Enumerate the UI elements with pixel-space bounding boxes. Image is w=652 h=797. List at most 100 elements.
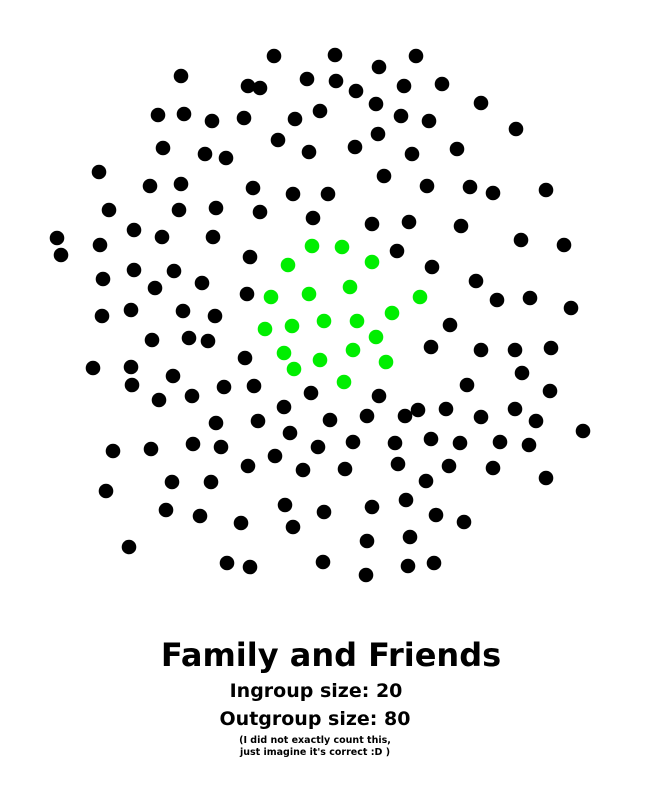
outgroup-dot — [508, 121, 524, 137]
outgroup-dot — [49, 230, 65, 246]
outgroup-dot — [285, 186, 301, 202]
outgroup-dot — [418, 473, 434, 489]
ingroup-dot — [280, 257, 296, 273]
outgroup-dot — [299, 71, 315, 87]
outgroup-dot — [359, 408, 375, 424]
ingroup-dot — [345, 342, 361, 358]
outgroup-dot — [404, 146, 420, 162]
outgroup-dot — [207, 308, 223, 324]
ingroup-dot — [384, 305, 400, 321]
outgroup-dot — [218, 150, 234, 166]
outgroup-dot — [485, 185, 501, 201]
outgroup-dot — [144, 332, 160, 348]
outgroup-dot — [408, 48, 424, 64]
outgroup-dot — [123, 302, 139, 318]
outgroup-dot — [575, 423, 591, 439]
outgroup-dot — [219, 555, 235, 571]
outgroup-dot — [473, 95, 489, 111]
outgroup-dot — [158, 502, 174, 518]
outgroup-dot — [428, 507, 444, 523]
ingroup-dot — [368, 329, 384, 345]
outgroup-dot — [239, 286, 255, 302]
outgroup-dot — [423, 339, 439, 355]
ingroup-dot — [263, 289, 279, 305]
outgroup-dot — [401, 214, 417, 230]
outgroup-dot — [181, 330, 197, 346]
outgroup-dot — [348, 83, 364, 99]
outgroup-dot — [312, 103, 328, 119]
outgroup-dot — [287, 111, 303, 127]
outgroup-dot — [166, 263, 182, 279]
outgroup-dot — [320, 186, 336, 202]
outgroup-dot — [204, 113, 220, 129]
outgroup-dot — [359, 533, 375, 549]
outgroup-dot — [194, 275, 210, 291]
outgroup-dot — [358, 567, 374, 583]
ingroup-dot — [334, 239, 350, 255]
outgroup-dot — [197, 146, 213, 162]
outgroup-dot — [347, 139, 363, 155]
outgroup-dot — [456, 514, 472, 530]
outgroup-dot — [192, 508, 208, 524]
outgroup-dot — [542, 383, 558, 399]
outgroup-dot — [328, 73, 344, 89]
outgroup-dot — [371, 59, 387, 75]
outgroup-dot — [426, 555, 442, 571]
outgroup-dot — [485, 460, 501, 476]
outgroup-dot — [421, 113, 437, 129]
outgroup-dot — [538, 470, 554, 486]
outgroup-dot — [282, 425, 298, 441]
outgroup-dot — [368, 96, 384, 112]
outgroup-dot — [105, 443, 121, 459]
outgroup-dot — [398, 492, 414, 508]
ingroup-dot — [286, 361, 302, 377]
outgroup-size-label: Outgroup size: 80 — [219, 708, 411, 730]
ingroup-dot — [312, 352, 328, 368]
outgroup-dot — [240, 78, 256, 94]
disclaimer-line-2: just imagine it's correct :D ) — [239, 747, 391, 758]
outgroup-dot — [176, 106, 192, 122]
outgroup-dot — [143, 441, 159, 457]
outgroup-dot — [208, 200, 224, 216]
disclaimer-note: (I did not exactly count this, just imag… — [0, 735, 630, 759]
outgroup-dot — [150, 107, 166, 123]
outgroup-dot — [322, 412, 338, 428]
outgroup-dot — [266, 48, 282, 64]
outgroup-dot — [246, 378, 262, 394]
outgroup-dot — [419, 178, 435, 194]
group-dot-diagram — [49, 47, 591, 583]
outgroup-dot — [538, 182, 554, 198]
outgroup-dot — [92, 237, 108, 253]
outgroup-dot — [389, 243, 405, 259]
outgroup-dot — [452, 435, 468, 451]
ingroup-dot — [304, 238, 320, 254]
ingroup-dot — [284, 318, 300, 334]
outgroup-dot — [216, 379, 232, 395]
outgroup-dot — [250, 413, 266, 429]
outgroup-dot — [277, 497, 293, 513]
outgroup-dot — [242, 249, 258, 265]
outgroup-dot — [173, 176, 189, 192]
outgroup-dot — [303, 385, 319, 401]
outgroup-dot — [402, 529, 418, 545]
outgroup-dot — [315, 554, 331, 570]
outgroup-dot — [203, 474, 219, 490]
outgroup-dot — [245, 180, 261, 196]
outgroup-dot — [175, 303, 191, 319]
outgroup-dot — [521, 437, 537, 453]
outgroup-dot — [233, 515, 249, 531]
ingroup-dot — [336, 374, 352, 390]
outgroup-dot — [393, 108, 409, 124]
outgroup-dot — [507, 401, 523, 417]
outgroup-dot — [164, 474, 180, 490]
outgroup-dot — [185, 436, 201, 452]
outgroup-dot — [155, 140, 171, 156]
outgroup-dot — [270, 132, 286, 148]
outgroup-dot — [151, 392, 167, 408]
outgroup-dot — [173, 68, 189, 84]
outgroup-dot — [237, 350, 253, 366]
outgroup-dot — [124, 377, 140, 393]
outgroup-dot — [301, 144, 317, 160]
outgroup-dot — [285, 519, 301, 535]
outgroup-dot — [438, 401, 454, 417]
